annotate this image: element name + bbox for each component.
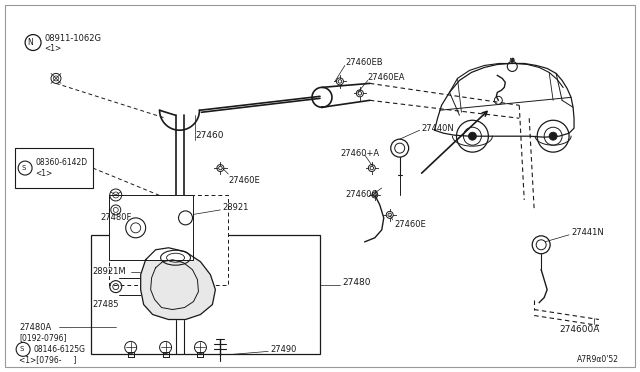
Text: N: N [28, 38, 33, 47]
Text: A7R9α0'52: A7R9α0'52 [577, 355, 619, 364]
Text: 28921: 28921 [222, 203, 249, 212]
Text: 27480A: 27480A [19, 323, 51, 332]
Polygon shape [141, 248, 216, 320]
Text: <1>: <1> [35, 169, 52, 177]
Bar [91, 235, 320, 355]
Text: 27441N: 27441N [571, 228, 604, 237]
Text: 08911-1062G: 08911-1062G [44, 34, 101, 43]
Text: 27460EB: 27460EB [345, 58, 383, 67]
Text: 27440N: 27440N [422, 124, 454, 133]
Circle shape [549, 132, 557, 140]
Text: <1>[0796-     ]: <1>[0796- ] [19, 355, 77, 364]
Text: 27460Q: 27460Q [345, 190, 378, 199]
Text: 08146-6125G: 08146-6125G [33, 345, 85, 354]
Text: S: S [20, 346, 24, 352]
Text: 27485: 27485 [93, 300, 119, 309]
Bar [109, 195, 193, 260]
Text: 27480F: 27480F [101, 214, 132, 222]
Text: 274600A: 274600A [559, 325, 600, 334]
Bar [15, 148, 93, 188]
Text: 08360-6142D: 08360-6142D [35, 158, 87, 167]
Text: 27460: 27460 [195, 131, 224, 140]
Text: 27460E: 27460E [228, 176, 260, 185]
Text: 27460EA: 27460EA [368, 73, 405, 82]
Text: 27490: 27490 [270, 345, 296, 354]
Text: 27460+A: 27460+A [340, 149, 379, 158]
Text: <1>: <1> [44, 44, 61, 53]
Bar [109, 195, 228, 285]
Text: 28921M: 28921M [93, 267, 127, 276]
Circle shape [468, 132, 476, 140]
Text: 27460E: 27460E [395, 220, 426, 230]
Text: 27480: 27480 [342, 278, 371, 287]
Text: S: S [22, 165, 26, 171]
Text: [0192-0796]: [0192-0796] [19, 333, 67, 342]
